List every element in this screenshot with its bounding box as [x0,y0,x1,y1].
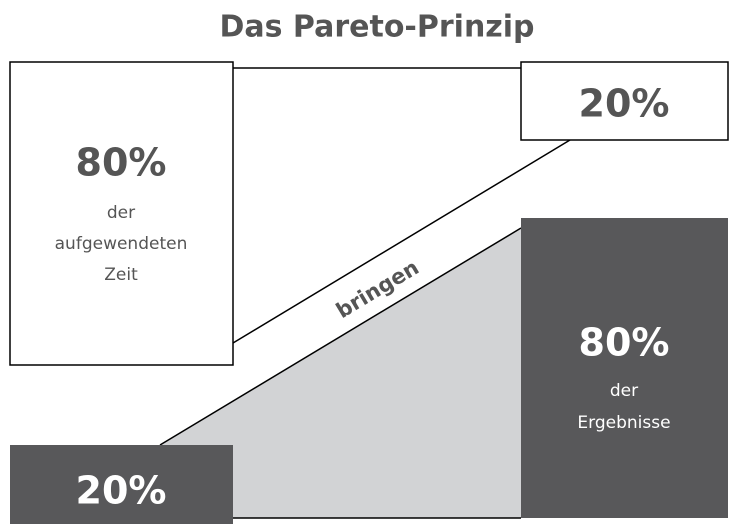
right-line: Ergebnisse [577,413,670,433]
lower-diagonal [159,227,522,446]
left-line: der [107,203,135,223]
right-line: der [610,381,638,401]
right-box [521,218,728,518]
bottom-left-box [10,445,233,524]
left-line: aufgewendeten [55,234,188,254]
top-right-value: 20% [579,82,670,126]
gray-area [160,228,521,518]
right-value: 80% [579,321,670,365]
top-right-box [520,61,729,141]
left-line: Zeit [104,265,138,285]
title: Das Pareto-Prinzip [219,10,534,45]
upper-diagonal [232,139,571,344]
left-value: 80% [76,141,167,185]
bottom-left-value: 20% [76,469,167,513]
left-box [9,61,234,366]
